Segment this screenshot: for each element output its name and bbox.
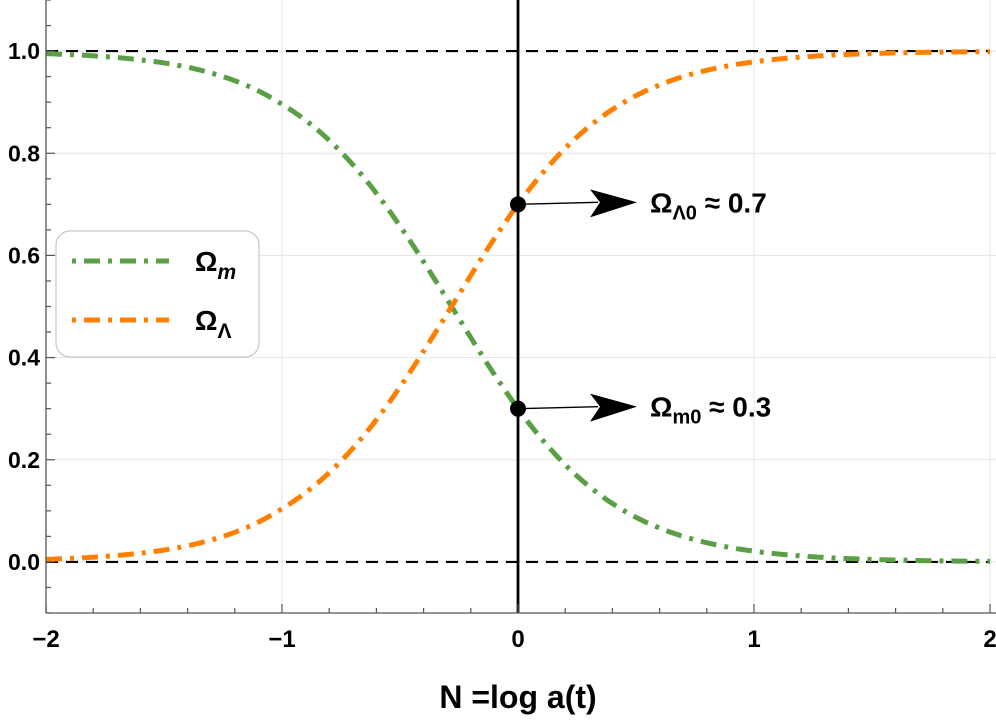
- annotation-point: [510, 400, 526, 417]
- legend-label: Ωm: [195, 246, 236, 284]
- y-tick-label: 0.0: [8, 549, 40, 575]
- y-tick-label: 0.6: [8, 242, 40, 268]
- axes: −2 −1 0 1 2 0.0 0.2 0.4 0.6 0.8 1.0: [8, 0, 996, 653]
- x-tick-label: −1: [268, 626, 295, 653]
- reference-lines: [46, 0, 990, 613]
- y-tick-label: 0.2: [8, 447, 40, 473]
- legend-box: [55, 230, 260, 358]
- x-axis-label: N =log a(t): [439, 679, 596, 715]
- annotation-arrowhead: [590, 393, 637, 422]
- legend-label: ΩΛ: [195, 305, 231, 343]
- y-tick-label: 0.4: [8, 345, 40, 371]
- y-tick-label: 1.0: [8, 38, 40, 64]
- x-tick-label: −2: [32, 626, 59, 653]
- annotation-point: [510, 196, 526, 213]
- x-tick-label: 0: [511, 626, 524, 653]
- series-line-omega-m: [45, 51, 991, 564]
- annotations: ΩΛ0 ≈ 0.7 Ωm0 ≈ 0.3: [510, 187, 771, 429]
- annotation-arrow-line: [517, 201, 599, 205]
- annotation-label: ΩΛ0 ≈ 0.7: [650, 187, 767, 224]
- x-tick-label: 2: [983, 626, 996, 653]
- x-tick-label: 1: [747, 626, 760, 653]
- annotation-arrow-line: [517, 406, 599, 410]
- annotation-label: Ωm0 ≈ 0.3: [650, 392, 771, 429]
- legend: Ωm ΩΛ: [55, 230, 260, 358]
- annotation-arrowhead: [590, 189, 637, 218]
- series-line-omega-lambda: [45, 49, 991, 562]
- series: [45, 49, 991, 564]
- y-tick-label: 0.8: [8, 140, 40, 166]
